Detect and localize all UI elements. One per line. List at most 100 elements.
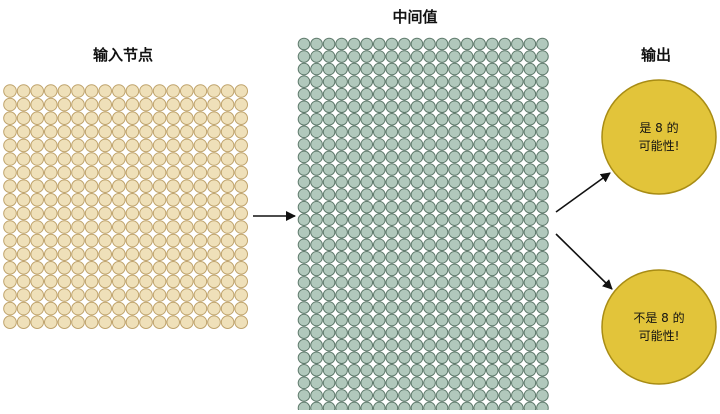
input-node (220, 220, 235, 234)
intermediate-node (385, 326, 399, 339)
input-node (98, 288, 112, 302)
intermediate-node (322, 263, 336, 277)
intermediate-node (423, 87, 436, 101)
intermediate-node (373, 263, 386, 277)
input-node (152, 233, 167, 248)
intermediate-node (360, 75, 374, 88)
input-node (166, 261, 180, 275)
input-node (193, 138, 208, 153)
intermediate-node (373, 276, 386, 289)
intermediate-node (398, 301, 411, 314)
intermediate-node (398, 276, 411, 289)
input-node (16, 206, 31, 221)
intermediate-node (385, 313, 399, 327)
intermediate-node (435, 125, 449, 139)
input-node (44, 152, 58, 166)
intermediate-node (335, 150, 348, 164)
intermediate-node (347, 37, 361, 51)
intermediate-node (297, 301, 311, 314)
intermediate-node (373, 163, 386, 176)
intermediate-node (322, 150, 336, 164)
intermediate-node-grid (297, 37, 549, 414)
input-node (16, 111, 31, 125)
intermediate-node (322, 37, 336, 51)
intermediate-node (310, 313, 323, 327)
intermediate-node (398, 50, 411, 63)
intermediate-node (310, 376, 323, 390)
intermediate-node (448, 401, 461, 414)
intermediate-node (423, 175, 436, 189)
intermediate-node (297, 100, 311, 114)
intermediate-node (373, 87, 386, 101)
input-node (3, 233, 17, 248)
intermediate-node (322, 351, 336, 365)
input-node (71, 220, 85, 234)
intermediate-node (385, 50, 399, 63)
input-node (112, 288, 126, 302)
intermediate-node (523, 263, 537, 277)
intermediate-node (335, 113, 348, 126)
intermediate-node (322, 276, 336, 289)
intermediate-node (385, 276, 399, 289)
intermediate-node (511, 326, 524, 339)
intermediate-node (373, 288, 386, 302)
input-node (84, 288, 99, 302)
intermediate-node (460, 175, 474, 189)
input-node (207, 125, 221, 139)
intermediate-node (297, 37, 311, 51)
input-node (207, 206, 221, 221)
intermediate-node (523, 364, 537, 377)
intermediate-node (322, 326, 336, 339)
input-node (220, 179, 235, 193)
intermediate-node (423, 163, 436, 176)
intermediate-node (536, 150, 549, 164)
intermediate-node (498, 138, 512, 151)
intermediate-node (473, 62, 487, 76)
intermediate-node (448, 364, 461, 377)
intermediate-node (297, 62, 311, 76)
intermediate-node (385, 87, 399, 101)
input-node (139, 193, 153, 207)
input-node (207, 111, 221, 125)
input-node (152, 84, 167, 98)
intermediate-node (460, 301, 474, 314)
intermediate-node (410, 75, 424, 88)
intermediate-node (398, 175, 411, 189)
input-node (57, 288, 72, 302)
intermediate-node (536, 238, 549, 252)
input-node (3, 125, 17, 139)
intermediate-node (335, 338, 348, 352)
intermediate-node (536, 100, 549, 114)
input-node (193, 206, 208, 221)
intermediate-node (473, 338, 487, 352)
intermediate-node (398, 113, 411, 126)
intermediate-node (435, 225, 449, 239)
intermediate-node (360, 188, 374, 201)
intermediate-node (360, 326, 374, 339)
intermediate-node (373, 364, 386, 377)
intermediate-node (335, 401, 348, 414)
input-layer-title: 输入节点 (92, 46, 154, 64)
input-node (98, 152, 112, 166)
input-node (193, 97, 208, 112)
intermediate-node (410, 251, 424, 264)
intermediate-node (373, 351, 386, 365)
input-node (193, 247, 208, 261)
intermediate-node (385, 376, 399, 390)
intermediate-node (485, 213, 499, 226)
input-node (125, 179, 140, 193)
input-node (3, 220, 17, 234)
input-node (3, 315, 17, 330)
intermediate-node (448, 125, 461, 139)
intermediate-node (385, 389, 399, 402)
intermediate-node (460, 62, 474, 76)
intermediate-node (385, 251, 399, 264)
intermediate-node (536, 376, 549, 390)
intermediate-node (536, 37, 549, 51)
intermediate-node (460, 87, 474, 101)
input-node (30, 111, 45, 125)
intermediate-node (498, 301, 512, 314)
input-node (30, 125, 45, 139)
intermediate-node (398, 376, 411, 390)
input-node (152, 179, 167, 193)
